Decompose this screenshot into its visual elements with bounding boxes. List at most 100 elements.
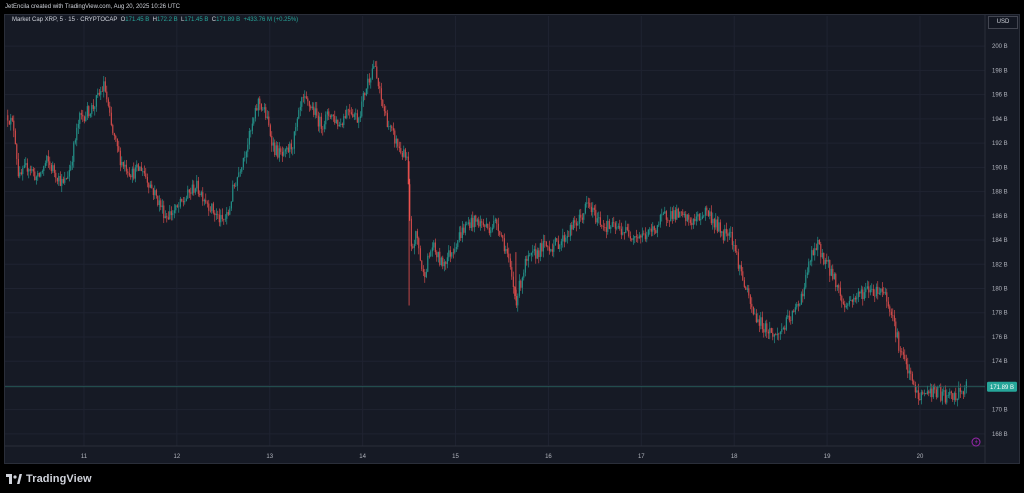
currency-button[interactable]: USD: [988, 16, 1018, 29]
candle-body: [29, 169, 31, 171]
candle-body: [190, 192, 192, 194]
candle-body: [256, 108, 258, 111]
candle-body: [329, 116, 331, 118]
candle-body: [535, 249, 537, 259]
candle-body: [547, 246, 549, 247]
candle-body: [476, 219, 478, 222]
candle-body: [569, 225, 571, 237]
candle-body: [599, 217, 601, 226]
candle-body: [841, 295, 843, 302]
candle-body: [766, 323, 768, 332]
x-tick-label: 14: [359, 454, 366, 460]
candle-body: [734, 245, 736, 252]
candle-body: [268, 116, 270, 126]
candle-body: [697, 214, 699, 217]
candle-body: [742, 271, 744, 281]
candle-body: [944, 390, 946, 403]
candle-body: [490, 230, 492, 234]
candle-body: [380, 88, 382, 100]
candle-body: [914, 384, 916, 393]
candle-body: [596, 218, 598, 223]
candle-body: [302, 97, 304, 98]
candle-body: [550, 249, 552, 251]
candle-body: [484, 225, 486, 227]
candle-body: [941, 391, 943, 401]
candle-body: [98, 92, 100, 95]
candle-body: [770, 328, 772, 333]
candle-body: [611, 222, 613, 227]
candle-body: [73, 142, 75, 162]
candle-body: [757, 319, 759, 323]
candle-body: [715, 219, 717, 228]
candle-body: [898, 332, 900, 351]
time-axis[interactable]: 11 12 13 14 15 16 17 18 19 20: [5, 445, 985, 460]
lightning-icon[interactable]: [971, 437, 981, 447]
candle-body: [271, 135, 273, 146]
candle-body: [142, 171, 144, 172]
candle-body: [595, 209, 597, 223]
candle-body: [19, 172, 21, 177]
chart-panel[interactable]: [4, 14, 1020, 464]
candle-body: [460, 232, 462, 238]
footer-bar: TradingView: [0, 464, 1024, 493]
candle-body: [124, 164, 126, 167]
candle-body: [395, 138, 397, 144]
candle-body: [698, 214, 700, 221]
candle-body: [439, 251, 441, 266]
candle-body: [526, 258, 528, 261]
candle-body: [803, 287, 805, 297]
candle-body: [104, 81, 106, 92]
candle-body: [859, 291, 861, 294]
candle-body: [814, 248, 816, 256]
candle-body: [89, 113, 91, 117]
candle-body: [935, 389, 937, 398]
tradingview-logo[interactable]: TradingView: [6, 473, 92, 485]
candle-body: [443, 261, 445, 267]
candle-body: [295, 126, 297, 132]
candle-body: [266, 116, 268, 118]
candle-body: [899, 350, 901, 352]
candle-body: [155, 190, 157, 196]
candle-body: [902, 352, 904, 355]
candle-body: [920, 392, 922, 401]
candle-body: [121, 161, 123, 166]
candle-body: [494, 219, 496, 222]
candle-body: [355, 113, 357, 115]
candle-body: [344, 116, 346, 118]
candle-body: [604, 227, 606, 228]
candle-body: [668, 220, 670, 222]
candle-body: [85, 116, 87, 122]
symbol-name[interactable]: Market Cap XRP, 5 · 15 · CRYPTOCAP: [12, 17, 118, 23]
candle-body: [335, 119, 337, 124]
high-label: H: [152, 17, 157, 23]
y-tick-label: 186 B: [992, 214, 1008, 220]
candle-body: [761, 317, 763, 330]
candle-body: [892, 314, 894, 316]
candle-body: [469, 222, 471, 229]
candle-body: [800, 293, 802, 305]
candle-body: [17, 159, 19, 177]
candle-body: [424, 272, 426, 278]
candle-body: [301, 97, 303, 107]
candle-body: [590, 206, 592, 213]
candle-body: [410, 218, 412, 247]
candle-body: [620, 228, 622, 235]
candle-body: [283, 151, 285, 156]
candle-body: [635, 236, 637, 238]
candle-body: [112, 125, 114, 134]
candle-body: [583, 213, 585, 220]
candle-body: [682, 211, 684, 216]
candle-body: [259, 98, 261, 104]
candle-body: [10, 117, 12, 125]
candle-body: [598, 217, 600, 219]
candle-body: [863, 292, 865, 300]
candle-body: [143, 171, 145, 174]
candle-body: [857, 291, 859, 298]
candle-body: [478, 219, 480, 227]
candle-body: [962, 391, 964, 395]
candle-body: [367, 78, 369, 89]
candle-body: [304, 96, 306, 98]
candle-body: [196, 180, 198, 189]
